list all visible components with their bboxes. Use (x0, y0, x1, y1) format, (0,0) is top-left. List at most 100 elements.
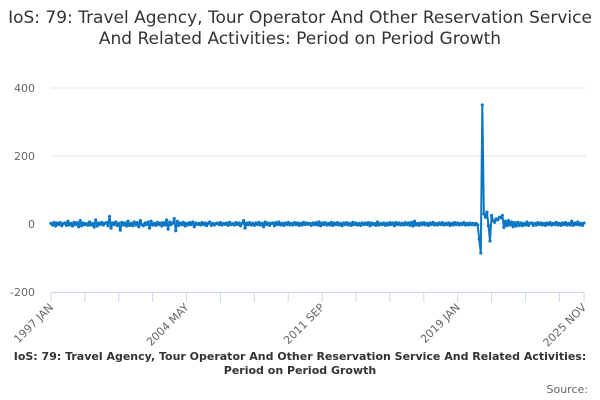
data-point (135, 221, 139, 225)
data-point (147, 226, 152, 230)
data-point (106, 224, 110, 228)
data-point (146, 220, 150, 224)
data-point (530, 221, 534, 225)
data-point (66, 219, 70, 223)
data-point (514, 224, 518, 228)
data-point (412, 219, 417, 223)
data-point (462, 221, 466, 225)
x-tick-label: 2019 JAN (418, 301, 463, 346)
data-point (225, 221, 229, 225)
y-tick-label: -200 (10, 286, 35, 299)
source-label: Source: (546, 383, 589, 396)
data-point (520, 224, 524, 228)
data-point (417, 223, 421, 227)
data-point (318, 224, 323, 228)
data-point (98, 223, 102, 227)
data-point (317, 220, 321, 224)
line-chart: -200 0 200 400 1997 JAN 2004 MAY 2011 SEP 2019… (10, 82, 589, 350)
data-point (482, 212, 486, 216)
data-point (431, 220, 435, 224)
data-point (198, 223, 203, 227)
data-point (137, 225, 141, 229)
data-point (180, 223, 184, 227)
data-point (519, 221, 523, 225)
data-point (149, 219, 153, 223)
data-point (104, 221, 109, 225)
data-point (574, 223, 578, 227)
data-point (120, 220, 124, 224)
data-point (339, 221, 343, 225)
data-point (72, 220, 76, 224)
data-point (124, 224, 129, 228)
data-point (228, 220, 232, 224)
data-point (226, 223, 230, 227)
data-point (107, 214, 112, 219)
data-point (505, 224, 509, 228)
data-point (95, 224, 99, 228)
data-point (70, 224, 75, 228)
data-point (257, 220, 261, 224)
data-point (391, 221, 395, 225)
data-point (411, 224, 415, 228)
data-point (155, 220, 159, 224)
data-point (271, 221, 275, 225)
data-point (100, 220, 104, 224)
data-point (248, 221, 252, 225)
data-point (90, 221, 95, 225)
x-tick-label: 2011 SEP (281, 301, 327, 347)
data-point (112, 223, 116, 227)
data-point (232, 223, 236, 227)
data-point (255, 223, 260, 227)
data-point (446, 221, 451, 225)
data-point (163, 223, 167, 227)
data-point (503, 219, 508, 223)
data-point (509, 220, 514, 224)
data-point (513, 221, 517, 225)
data-point (218, 221, 223, 225)
data-point (340, 224, 344, 228)
data-point (237, 221, 241, 225)
data-point (168, 220, 172, 224)
data-point (160, 224, 164, 228)
data-point (86, 223, 90, 227)
data-point (295, 221, 300, 225)
data-point (131, 224, 135, 228)
data-point (406, 221, 410, 225)
data-point (171, 221, 175, 225)
data-point (483, 215, 488, 219)
data-point (568, 223, 572, 227)
data-point (476, 223, 480, 227)
data-point (477, 237, 481, 241)
data-point (243, 226, 247, 230)
x-tick-label: 2004 MAY (144, 301, 192, 349)
data-point (94, 218, 98, 222)
x-axis: 1997 JAN 2004 MAY 2011 SEP 2019 JAN 2025 NOV (11, 292, 589, 350)
data-point (408, 223, 412, 227)
data-point (64, 223, 69, 227)
data-point (266, 221, 270, 225)
data-point (543, 223, 548, 227)
data-point (240, 221, 244, 225)
data-point (189, 223, 193, 227)
data-point (315, 223, 320, 227)
data-point (92, 225, 96, 229)
data-point (493, 220, 497, 224)
data-point (580, 223, 585, 227)
data-point (138, 219, 142, 223)
data-point (172, 216, 176, 221)
data-point (479, 251, 483, 255)
data-point (144, 223, 149, 227)
data-point (141, 224, 146, 228)
data-point (117, 221, 121, 225)
data-point (506, 219, 511, 223)
data-point (323, 221, 327, 225)
data-point (489, 213, 494, 218)
data-point (402, 223, 406, 227)
data-point (80, 224, 84, 228)
data-point (285, 223, 289, 227)
data-point (559, 223, 563, 227)
data-point (525, 220, 529, 224)
data-point (282, 223, 286, 227)
data-point (553, 223, 557, 227)
data-point (158, 221, 162, 225)
